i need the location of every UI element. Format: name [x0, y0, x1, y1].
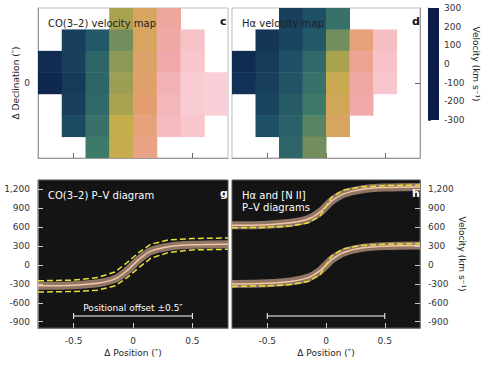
- svg-text:c: c: [220, 15, 227, 28]
- svg-text:Hα velocity map: Hα velocity map: [242, 18, 324, 29]
- svg-text:600: 600: [428, 222, 445, 232]
- svg-text:0: 0: [444, 59, 450, 69]
- svg-text:900: 900: [428, 203, 445, 213]
- svg-text:900: 900: [13, 203, 30, 213]
- svg-text:Δ Position (″): Δ Position (″): [104, 348, 161, 358]
- svg-text:200: 200: [444, 22, 461, 32]
- svg-text:0: 0: [130, 336, 136, 346]
- svg-text:Hα and [N II]: Hα and [N II]: [242, 190, 306, 201]
- svg-text:-600: -600: [428, 298, 449, 308]
- svg-text:P–V diagrams: P–V diagrams: [242, 202, 310, 213]
- svg-text:Δ Position (″): Δ Position (″): [297, 348, 354, 358]
- svg-text:0.5: 0.5: [185, 336, 199, 346]
- svg-text:-300: -300: [428, 279, 449, 289]
- svg-text:h: h: [412, 187, 420, 200]
- svg-text:0: 0: [428, 260, 434, 270]
- svg-text:Velocity (km s⁻¹): Velocity (km s⁻¹): [457, 216, 467, 291]
- svg-text:g: g: [220, 187, 228, 200]
- svg-text:-0.5: -0.5: [65, 336, 83, 346]
- svg-text:0.5: 0.5: [378, 336, 392, 346]
- svg-text:1,200: 1,200: [4, 184, 30, 194]
- svg-text:Velocity (km s⁻¹): Velocity (km s⁻¹): [471, 26, 481, 101]
- svg-text:100: 100: [444, 40, 461, 50]
- svg-text:0: 0: [323, 336, 329, 346]
- svg-text:-900: -900: [10, 317, 31, 327]
- svg-text:600: 600: [13, 222, 30, 232]
- svg-text:d: d: [412, 15, 420, 28]
- svg-text:300: 300: [428, 241, 445, 251]
- svg-text:1,200: 1,200: [428, 184, 454, 194]
- svg-text:-300: -300: [444, 115, 465, 125]
- svg-text:0: 0: [24, 78, 30, 88]
- svg-text:300: 300: [444, 3, 461, 13]
- svg-text:-0.5: -0.5: [258, 336, 276, 346]
- svg-text:-600: -600: [10, 298, 31, 308]
- svg-text:CO(3–2) P–V diagram: CO(3–2) P–V diagram: [48, 190, 154, 201]
- svg-text:-100: -100: [444, 78, 465, 88]
- svg-text:Δ Declination (″): Δ Declination (″): [11, 46, 21, 119]
- svg-text:CO(3–2) velocity map: CO(3–2) velocity map: [48, 18, 156, 29]
- svg-text:-900: -900: [428, 317, 449, 327]
- svg-text:Positional offset ±0.5″: Positional offset ±0.5″: [83, 303, 183, 313]
- svg-text:-300: -300: [10, 279, 31, 289]
- svg-text:300: 300: [13, 241, 30, 251]
- svg-text:-200: -200: [444, 96, 465, 106]
- svg-text:0: 0: [24, 260, 30, 270]
